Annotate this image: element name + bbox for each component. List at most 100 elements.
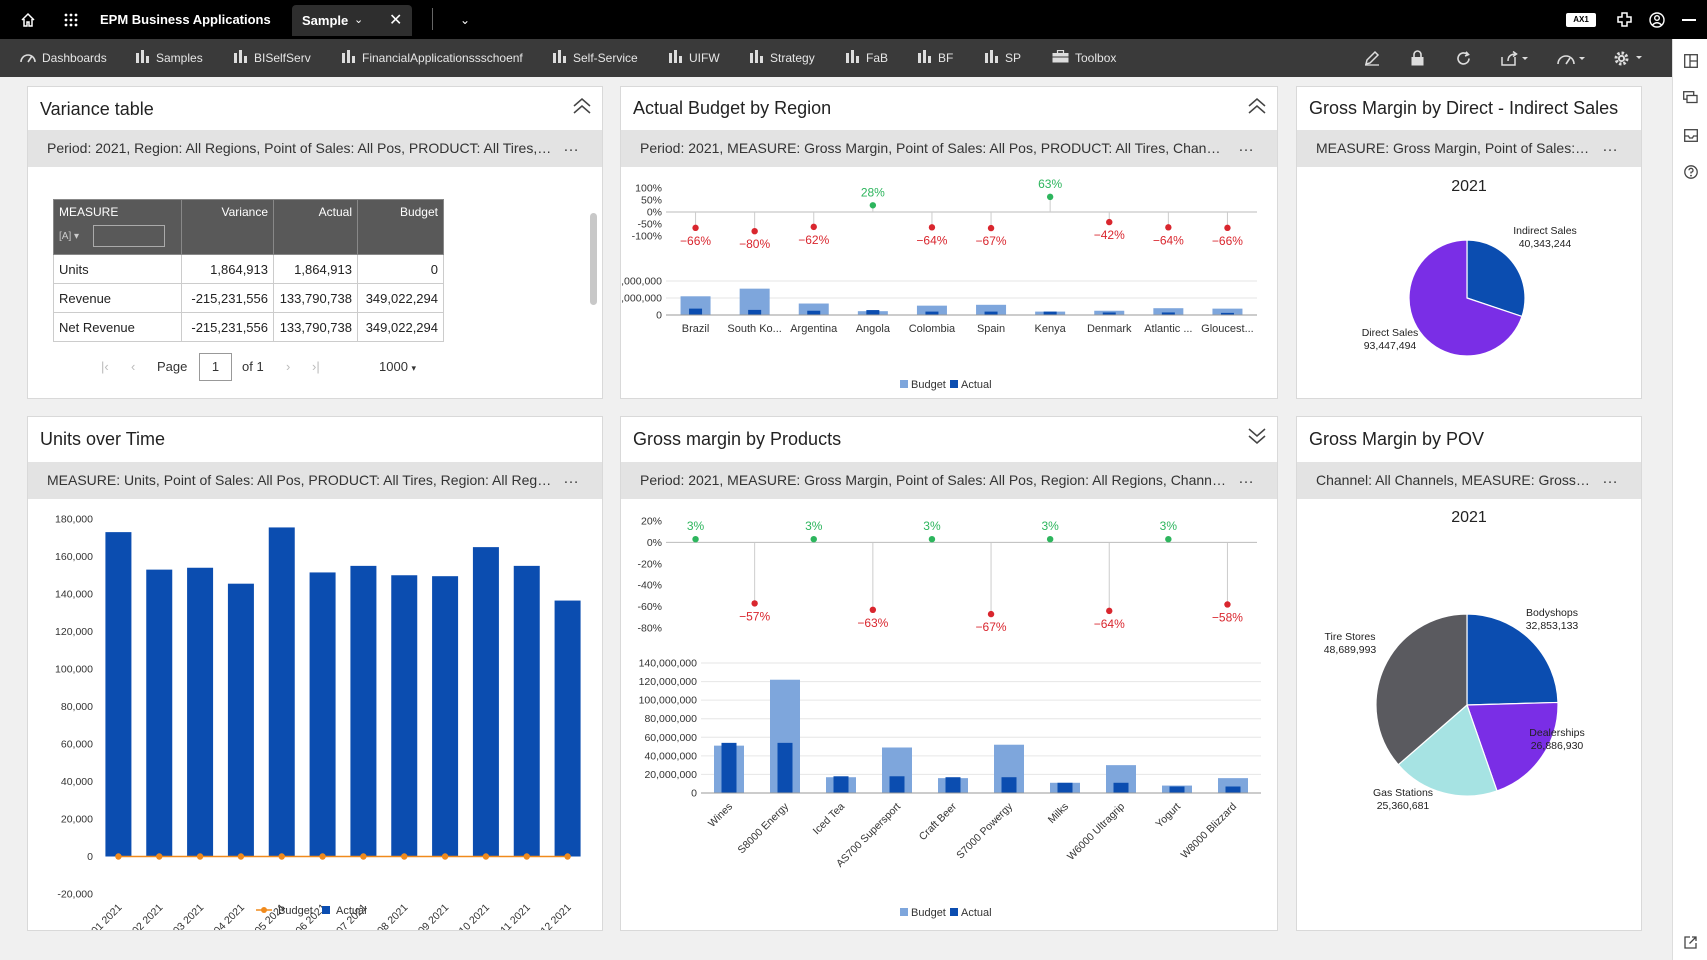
vertical-scrollbar[interactable] (590, 213, 597, 305)
nav-item-label: FinancialApplicationssschoenf (362, 51, 523, 65)
filter-bar[interactable]: Channel: All Channels, MEASURE: Gross Ma… (1297, 462, 1641, 499)
nav-item-financialapplications[interactable]: FinancialApplicationssschoenf (342, 39, 523, 77)
inbox-icon[interactable] (1673, 123, 1707, 147)
budget-bar (798, 303, 829, 315)
last-page-icon[interactable]: ›| (312, 359, 320, 374)
bar-chart-icon (342, 50, 356, 66)
puzzle-icon[interactable] (1612, 0, 1636, 39)
tab-sample[interactable]: Sample ⌄ ✕ (292, 5, 412, 36)
nav-item-self-service[interactable]: Self-Service (553, 39, 638, 77)
filter-text: MEASURE: Units, Point of Sales: All Pos,… (47, 472, 552, 488)
lock-icon[interactable] (1405, 39, 1429, 77)
chart-year: 2021 (1451, 178, 1487, 195)
variance-dot (692, 224, 699, 232)
slice-label: Indirect Sales (1513, 225, 1577, 237)
filter-bar[interactable]: MEASURE: Units, Point of Sales: All Pos,… (28, 462, 602, 499)
nav-item-samples[interactable]: Samples (136, 39, 203, 77)
user-icon[interactable] (1645, 0, 1669, 39)
y-tick-label: -100% (632, 231, 662, 243)
pencil-icon[interactable] (1360, 39, 1384, 77)
card-title: Gross Margin by Direct - Indirect Sales (1309, 98, 1619, 118)
chevron-up-icon[interactable] (1247, 97, 1267, 120)
nav-item-dashboards[interactable]: Dashboards (20, 39, 107, 77)
home-icon[interactable] (16, 0, 40, 39)
refresh-icon[interactable] (1451, 39, 1475, 77)
column-header-actual[interactable]: Actual (273, 199, 358, 255)
column-header-budget[interactable]: Budget (357, 199, 444, 255)
chevron-down-icon[interactable]: ⌄ (459, 12, 471, 27)
minimize-icon[interactable] (1677, 0, 1701, 39)
layout-panel-icon[interactable] (1673, 49, 1707, 73)
comments-icon[interactable] (1673, 86, 1707, 110)
x-tick-label: Kenya (1035, 323, 1067, 335)
budget-point (196, 853, 204, 860)
table-row[interactable]: Net Revenue -215,231,556 133,790,738 349… (53, 312, 444, 342)
chevron-up-icon[interactable] (572, 97, 592, 120)
x-tick-label: 08 2021 (375, 902, 410, 930)
more-options-icon[interactable]: … (563, 470, 580, 487)
more-options-icon[interactable]: … (1238, 138, 1255, 155)
speedometer-icon[interactable] (1553, 39, 1591, 77)
actual-bar (807, 310, 821, 315)
actual-bar (1043, 311, 1057, 315)
budget-point (360, 853, 367, 860)
actual-bar (146, 569, 173, 857)
first-page-icon[interactable]: |‹ (101, 359, 109, 374)
nav-item-label: UIFW (689, 51, 720, 65)
more-options-icon[interactable]: … (563, 138, 580, 155)
member-filter-button[interactable]: [A] ▾ (59, 230, 80, 242)
chevron-down-icon[interactable] (1247, 427, 1267, 450)
more-options-icon[interactable]: … (1602, 138, 1619, 155)
y-tick-label: 0 (691, 788, 697, 800)
external-link-icon[interactable] (1673, 930, 1707, 954)
environment-badge: AX1 (1566, 13, 1596, 27)
page-number-input[interactable]: 1 (199, 353, 232, 381)
next-page-icon[interactable]: › (286, 359, 291, 374)
pie-slice (1408, 239, 1523, 357)
gear-icon[interactable] (1610, 39, 1648, 77)
card-title: Gross margin by Products (633, 429, 842, 449)
apps-grid-icon[interactable] (59, 0, 83, 39)
actual-bar (1113, 782, 1129, 793)
y-tick-label: 100,000,000 (639, 695, 698, 707)
legend-swatch-actual (322, 906, 330, 914)
close-icon[interactable]: ✕ (389, 12, 403, 29)
filter-bar[interactable]: MEASURE: Gross Margin, Point of Sales: A… (1297, 130, 1641, 167)
legend-label-actual: Actual (961, 379, 992, 391)
more-options-icon[interactable]: … (1238, 470, 1255, 487)
share-icon[interactable] (1497, 39, 1533, 77)
nav-item-bf[interactable]: BF (918, 39, 953, 77)
variance-dot (987, 224, 995, 232)
nav-item-toolbox[interactable]: Toolbox (1052, 39, 1116, 77)
x-tick-label: 04 2021 (212, 902, 247, 930)
table-row[interactable]: Revenue -215,231,556 133,790,738 349,022… (53, 283, 444, 313)
more-options-icon[interactable]: … (1602, 470, 1619, 487)
column-header-variance[interactable]: Variance (181, 199, 274, 255)
help-icon[interactable] (1673, 160, 1707, 184)
page-count: of 1 (242, 359, 264, 374)
y-tick-label: 140,000,000 (639, 658, 698, 670)
filter-bar[interactable]: Period: 2021, MEASURE: Gross Margin, Poi… (621, 462, 1277, 499)
filter-bar[interactable]: Period: 2021, MEASURE: Gross Margin, Poi… (621, 130, 1277, 167)
nav-item-sp[interactable]: SP (985, 39, 1021, 77)
budget-bar (976, 304, 1007, 315)
nav-item-label: BF (938, 51, 954, 65)
actual-bar (1057, 782, 1073, 793)
nav-item-fab[interactable]: FaB (846, 39, 888, 77)
nav-item-uifw[interactable]: UIFW (669, 39, 720, 77)
card-title: Variance table (40, 99, 154, 119)
nav-item-biselfserv[interactable]: BISelfServ (234, 39, 311, 77)
filter-text: Period: 2021, Region: All Regions, Point… (47, 140, 552, 156)
column-header-measure[interactable]: MEASURE [A] ▾ (53, 199, 182, 255)
x-tick-label: Yogurt (1153, 801, 1183, 831)
table-row[interactable]: Units 1,864,913 1,864,913 0 (53, 254, 444, 284)
chevron-down-icon[interactable]: ⌄ (354, 14, 364, 26)
nav-item-label: FaB (866, 51, 889, 65)
filter-bar[interactable]: Period: 2021, Region: All Regions, Point… (28, 130, 602, 167)
member-filter-input[interactable] (93, 225, 165, 247)
nav-item-strategy[interactable]: Strategy (750, 39, 815, 77)
previous-page-icon[interactable]: ‹ (131, 359, 136, 374)
nav-item-label: Self-Service (573, 51, 638, 65)
variance-label: 63% (1038, 177, 1062, 191)
page-size-select[interactable]: 1000 ▾ (379, 359, 417, 374)
